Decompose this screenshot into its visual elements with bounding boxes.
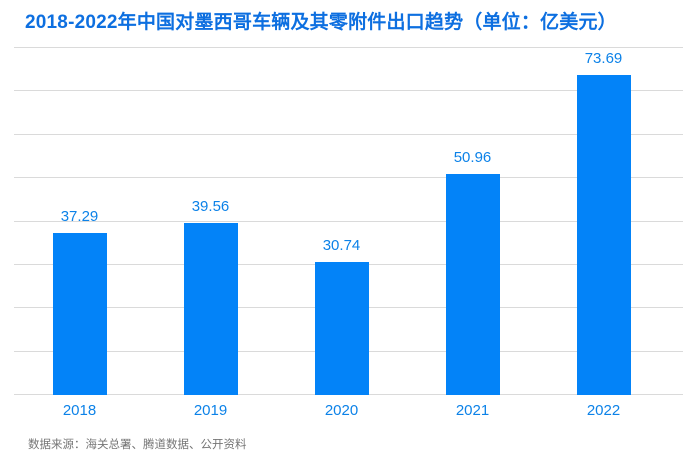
x-axis-label-2021: 2021 — [455, 402, 490, 419]
bar-2021 — [445, 173, 500, 395]
bar-column-2022: 73.69 — [538, 48, 669, 395]
x-axis-label-2018: 2018 — [62, 402, 97, 419]
bar-column-2018: 37.29 — [14, 48, 145, 395]
bar-2020 — [314, 261, 369, 395]
x-axis-label-2019: 2019 — [193, 402, 228, 419]
x-axis-label-2022: 2022 — [586, 402, 621, 419]
x-axis-labels: 2018 2019 2020 2021 2022 — [14, 401, 669, 421]
bar-2019 — [183, 223, 238, 395]
bars-layer: 37.29 39.56 30.74 50.96 73.69 — [14, 48, 669, 395]
gridline — [14, 220, 683, 222]
chart-title: 2018-2022年中国对墨西哥车辆及其零附件出口趋势（单位：亿美元） — [25, 12, 617, 33]
gridline — [14, 177, 683, 179]
gridline — [14, 47, 683, 48]
bar-2022 — [576, 75, 631, 395]
data-source-note: 数据来源：海关总署、腾道数据、公开资料 — [28, 439, 247, 451]
bar-column-2019: 39.56 — [145, 48, 276, 395]
bar-value-label: 50.96 — [453, 148, 492, 166]
bar-value-label: 37.29 — [60, 208, 99, 226]
bar-column-2021: 50.96 — [407, 48, 538, 395]
gridline — [14, 90, 683, 92]
x-axis-label-2020: 2020 — [324, 402, 359, 419]
bar-value-label: 73.69 — [584, 50, 623, 68]
gridline — [14, 133, 683, 135]
bar-value-label: 39.56 — [191, 198, 230, 216]
plot-area: 37.29 39.56 30.74 50.96 73.69 — [14, 47, 683, 395]
bar-column-2020: 30.74 — [276, 48, 407, 395]
bar-2018 — [52, 233, 107, 395]
bar-value-label: 30.74 — [322, 236, 361, 254]
